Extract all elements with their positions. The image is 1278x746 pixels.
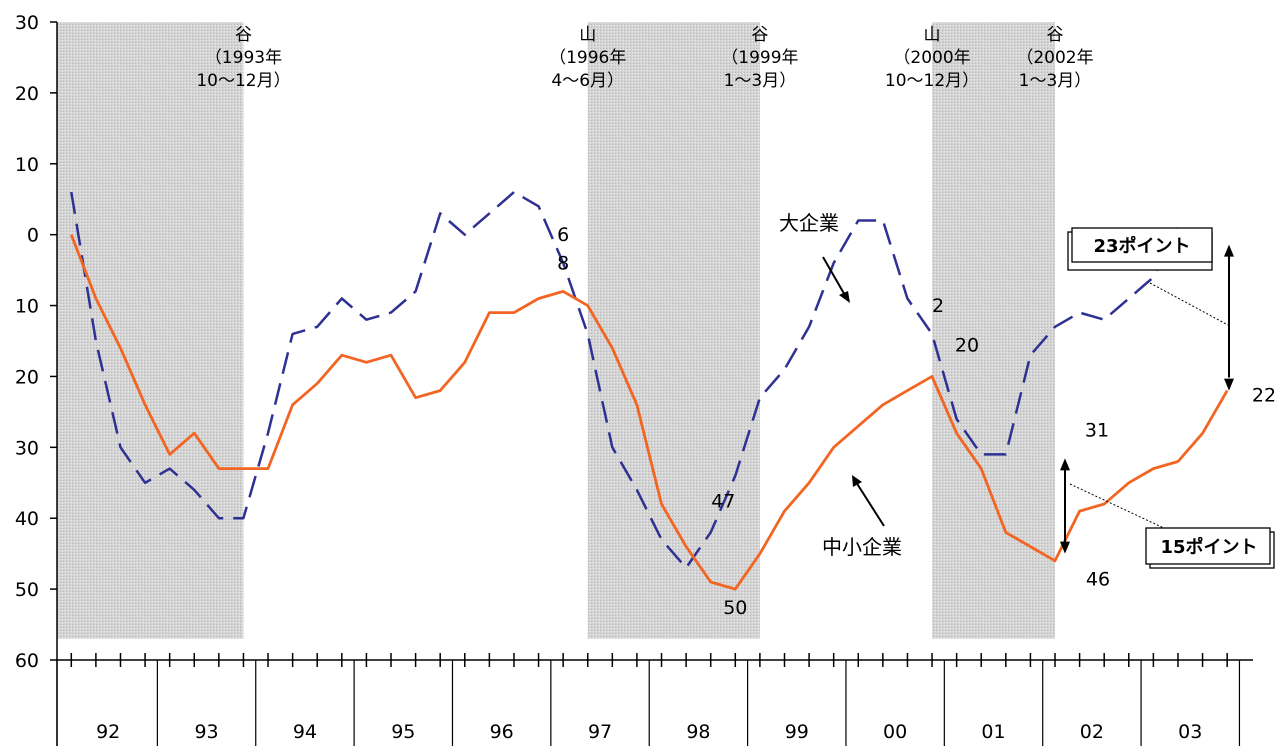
data-label: 1 <box>1205 0 1217 5</box>
x-year-label: 97 <box>588 721 612 743</box>
y-tick-label: 10 <box>15 296 39 318</box>
x-year-label: 96 <box>490 721 514 743</box>
x-year-label: 99 <box>785 721 809 743</box>
gap-arrowhead-15-bottom <box>1060 541 1070 554</box>
recession-band <box>932 22 1056 639</box>
series-arrow-large <box>822 256 847 298</box>
series-name-large: 大企業 <box>779 211 839 235</box>
turning-point-label: 谷 <box>1047 25 1064 45</box>
x-year-label: 94 <box>293 721 317 743</box>
turning-point-label: 山 <box>579 25 596 45</box>
y-tick-label: 20 <box>15 366 39 388</box>
annotations: 谷 （1993年 10～12月） 山 （1996年 4～6月） 谷 （1999年 1～3月） 山 （… <box>196 25 1275 569</box>
series-arrow-small <box>855 481 885 527</box>
turning-point-date: （1999年 <box>721 48 798 68</box>
data-label: 47 <box>711 491 735 513</box>
turning-point-date: （2000年 <box>893 48 970 68</box>
y-tick-label: 60 <box>15 650 39 672</box>
data-label: 2 <box>932 295 944 317</box>
gap-arrowhead-23-top <box>1224 244 1234 257</box>
turning-point-label: 谷 <box>235 25 252 45</box>
y-tick-label: 40 <box>15 508 39 530</box>
x-year-label: 93 <box>194 721 218 743</box>
gap-box-15-inner <box>1145 527 1271 565</box>
y-tick-label: 10 <box>15 154 39 176</box>
turning-point-months: 1～3月） <box>724 71 797 91</box>
turning-point-date: （1996年 <box>549 48 626 68</box>
x-year-label: 98 <box>686 721 710 743</box>
series-line-small <box>69 234 1229 591</box>
x-year-label: 02 <box>1080 721 1104 743</box>
y-tick-label: 30 <box>15 437 39 459</box>
data-label: 6 <box>557 224 569 246</box>
y-tick-label: 30 <box>15 12 39 34</box>
axes: 30 20 10 0 10 20 30 40 50 60 92 93 94 95 96 97 98 99 00 01 0… <box>15 12 1253 746</box>
gap-arrowhead-23-bottom <box>1224 378 1234 391</box>
turning-point-date: （2002年 <box>1016 48 1093 68</box>
series-arrowhead-small <box>852 475 862 487</box>
data-label: 22 <box>1252 384 1276 406</box>
gap-leader-23 <box>1149 282 1229 326</box>
turning-point-label: 山 <box>924 25 941 45</box>
gap-box-23-inner <box>1071 227 1213 263</box>
data-label: 31 <box>1085 420 1109 442</box>
recession-band <box>587 22 760 639</box>
data-label: 8 <box>557 252 569 274</box>
turning-point-months: 1～3月） <box>1019 71 1092 91</box>
data-labels: 6 8 47 50 2 20 31 46 1 22 <box>557 0 1276 619</box>
series-line-large <box>70 190 1180 570</box>
data-label: 50 <box>723 597 747 619</box>
turning-point-months: 10～12月） <box>885 71 979 91</box>
x-year-label: 03 <box>1178 721 1202 743</box>
recession-band <box>57 22 244 639</box>
turning-point-label: 谷 <box>751 25 768 45</box>
x-year-label: 00 <box>883 721 907 743</box>
series-name-small: 中小企業 <box>822 535 902 559</box>
gap-arrowhead-15-top <box>1060 458 1070 471</box>
y-tick-label: 20 <box>15 83 39 105</box>
gap-box-23-label: 23ポイント <box>1093 235 1190 257</box>
y-tick-label: 0 <box>27 225 39 247</box>
recession-shading <box>57 22 1056 639</box>
turning-point-date: （1993年 <box>205 48 282 68</box>
x-year-label: 92 <box>96 721 120 743</box>
data-label: 46 <box>1086 569 1110 591</box>
data-label: 20 <box>955 335 979 357</box>
gap-box-15-label: 15ポイント <box>1160 536 1257 558</box>
turning-point-months: 10～12月） <box>196 71 290 91</box>
series-arrowhead-large <box>839 291 850 303</box>
x-year-label: 01 <box>981 721 1005 743</box>
y-tick-label: 50 <box>15 579 39 601</box>
series-lines <box>69 190 1229 591</box>
x-year-label: 95 <box>391 721 415 743</box>
turning-point-months: 4～6月） <box>551 71 624 91</box>
